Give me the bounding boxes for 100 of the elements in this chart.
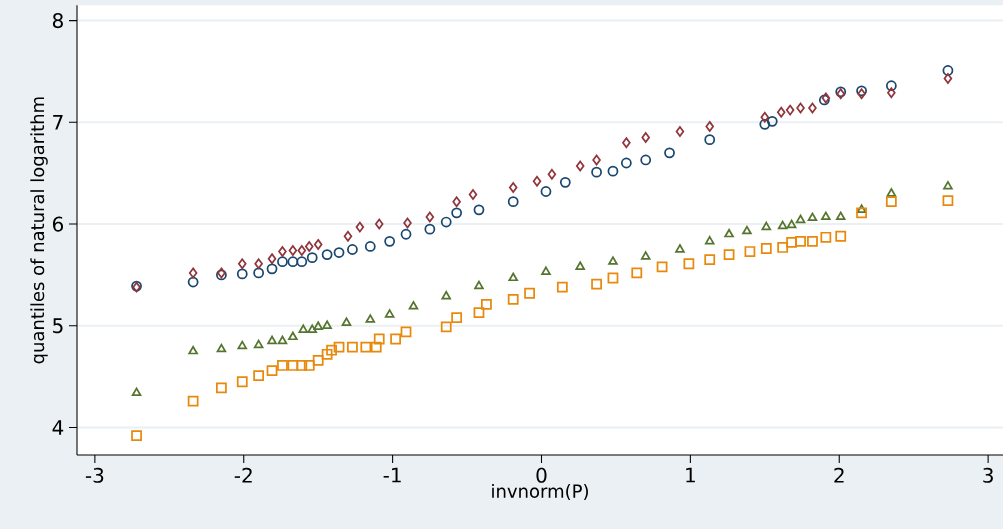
point xyxy=(341,317,352,326)
point xyxy=(777,220,788,230)
point xyxy=(622,137,631,149)
point xyxy=(943,181,953,190)
point xyxy=(237,258,247,270)
y-tick-label: 7 xyxy=(53,115,63,130)
point xyxy=(474,280,484,290)
point xyxy=(942,195,954,207)
point xyxy=(473,307,485,318)
point xyxy=(303,360,315,371)
point xyxy=(607,165,619,177)
point xyxy=(761,221,772,231)
point xyxy=(287,360,299,371)
point xyxy=(313,321,323,330)
point xyxy=(253,267,265,279)
point xyxy=(254,258,263,270)
point xyxy=(808,102,817,114)
point xyxy=(374,218,384,230)
point xyxy=(675,126,685,137)
point xyxy=(481,299,492,310)
point xyxy=(187,395,199,407)
point xyxy=(507,196,519,208)
point xyxy=(384,235,396,247)
point xyxy=(508,182,518,193)
point xyxy=(631,267,643,279)
point xyxy=(312,354,324,366)
point xyxy=(620,157,632,169)
point xyxy=(777,242,789,253)
point xyxy=(575,160,585,172)
point xyxy=(347,244,358,255)
point xyxy=(384,309,395,318)
point xyxy=(704,254,716,266)
point xyxy=(400,228,412,240)
point xyxy=(321,249,333,260)
point xyxy=(188,345,198,355)
point xyxy=(759,118,771,130)
point xyxy=(364,241,376,252)
point xyxy=(508,272,518,282)
point xyxy=(365,314,376,323)
point xyxy=(786,236,798,248)
point xyxy=(425,211,435,223)
point xyxy=(473,204,485,216)
point xyxy=(942,65,954,76)
point xyxy=(705,121,714,132)
x-axis-title: invnorm(P) xyxy=(492,483,588,501)
point xyxy=(306,252,318,264)
point xyxy=(277,335,288,345)
point xyxy=(744,246,756,257)
point xyxy=(795,235,806,247)
point xyxy=(820,231,832,243)
y-tick-label: 4 xyxy=(52,420,64,435)
point xyxy=(296,256,308,268)
point xyxy=(322,320,332,329)
point xyxy=(887,87,896,99)
x-tick-label: 1 xyxy=(686,467,695,483)
point xyxy=(507,293,519,305)
point xyxy=(297,245,307,256)
y-tick-label: 8 xyxy=(52,13,63,29)
point xyxy=(441,290,452,300)
point xyxy=(664,147,675,159)
point xyxy=(326,344,337,356)
point xyxy=(333,247,345,258)
point xyxy=(440,216,452,228)
point xyxy=(656,261,668,273)
point xyxy=(559,176,571,188)
point xyxy=(131,387,142,397)
point xyxy=(298,324,309,333)
point xyxy=(807,212,818,222)
point xyxy=(547,168,557,180)
point xyxy=(236,376,248,388)
point xyxy=(296,360,308,371)
point xyxy=(267,253,277,265)
x-tick-label: 0 xyxy=(536,467,547,483)
point xyxy=(400,326,412,338)
point xyxy=(313,239,323,250)
point xyxy=(640,251,651,260)
point xyxy=(760,111,770,123)
point xyxy=(187,276,199,288)
point xyxy=(886,188,897,197)
point xyxy=(856,207,867,219)
point xyxy=(885,196,897,208)
point xyxy=(608,256,618,265)
point xyxy=(592,154,601,166)
point xyxy=(216,343,227,353)
x-tick-label: -3 xyxy=(85,467,104,483)
point xyxy=(360,341,372,353)
point xyxy=(807,235,818,247)
point xyxy=(704,235,715,245)
point xyxy=(277,360,288,371)
point xyxy=(835,230,847,242)
point xyxy=(266,365,278,376)
point xyxy=(440,321,452,333)
point xyxy=(288,331,298,341)
point xyxy=(591,278,602,290)
point xyxy=(236,268,248,280)
point xyxy=(641,132,650,143)
point xyxy=(541,266,551,276)
point xyxy=(266,263,278,275)
point xyxy=(188,267,198,279)
point xyxy=(776,106,786,118)
